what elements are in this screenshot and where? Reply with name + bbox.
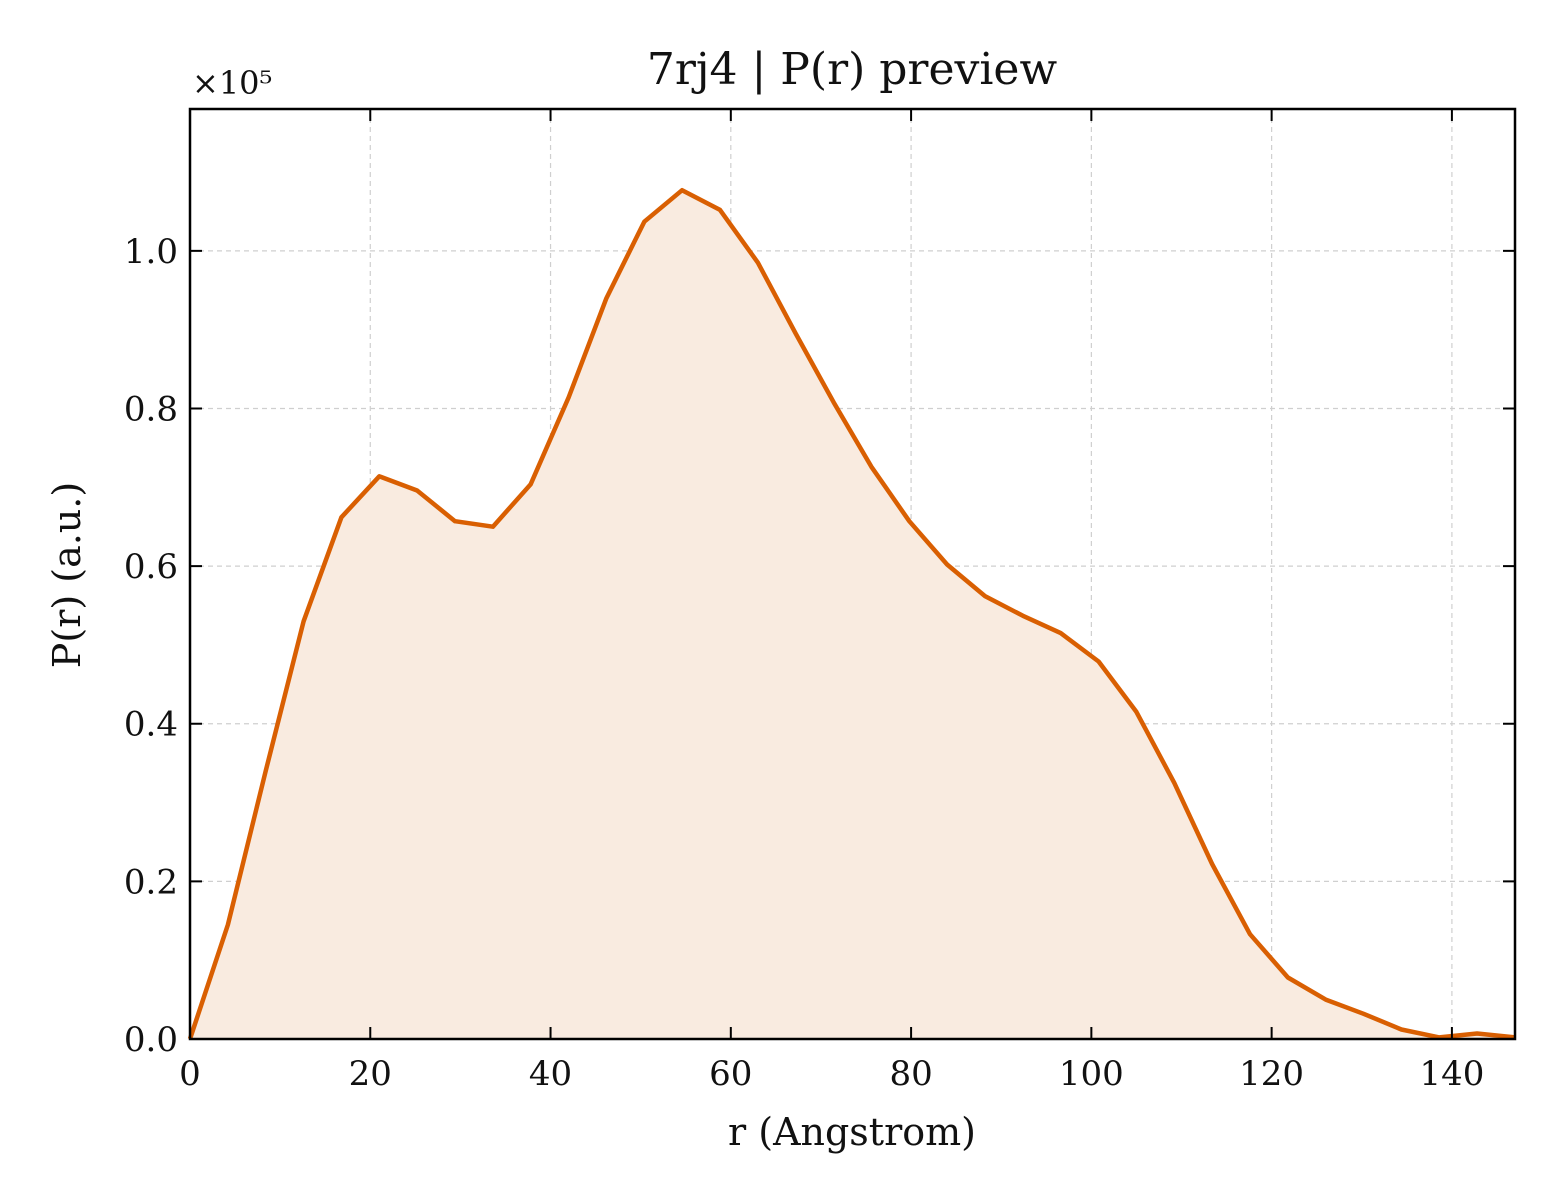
- y-tick-label-3: 0.6: [124, 547, 178, 587]
- x-tick-label-2: 40: [529, 1054, 572, 1094]
- x-tick-label-5: 100: [1059, 1054, 1124, 1094]
- x-ticks: 0 20 40 60 80 100 120 140: [179, 109, 1484, 1094]
- y-tick-label-5: 1.0: [124, 232, 178, 272]
- x-tick-label-1: 20: [349, 1054, 392, 1094]
- x-tick-label-4: 80: [889, 1054, 932, 1094]
- pr-series-line: [187, 187, 1516, 1040]
- x-tick-label-3: 60: [709, 1054, 752, 1094]
- x-tick-label-6: 120: [1239, 1054, 1304, 1094]
- pr-area-fill: [190, 190, 1515, 1039]
- chart-title: 7rj4 | P(r) preview: [647, 44, 1058, 95]
- y-ticks: 0.0 0.2 0.4 0.6 0.8 1.0: [124, 232, 1515, 1060]
- plot-frame: [188, 107, 1517, 1041]
- x-tick-label-0: 0: [179, 1054, 201, 1094]
- x-axis-label: r (Angstrom): [728, 1110, 976, 1154]
- y-axis-multiplier: ×10⁵: [192, 64, 272, 102]
- x-tick-label-7: 140: [1419, 1054, 1484, 1094]
- y-tick-label-4: 0.8: [124, 389, 178, 429]
- y-axis-label: P(r) (a.u.): [45, 482, 89, 668]
- y-tick-label-1: 0.2: [124, 862, 178, 902]
- y-tick-label-2: 0.4: [124, 705, 178, 745]
- y-tick-label-0: 0.0: [124, 1020, 178, 1060]
